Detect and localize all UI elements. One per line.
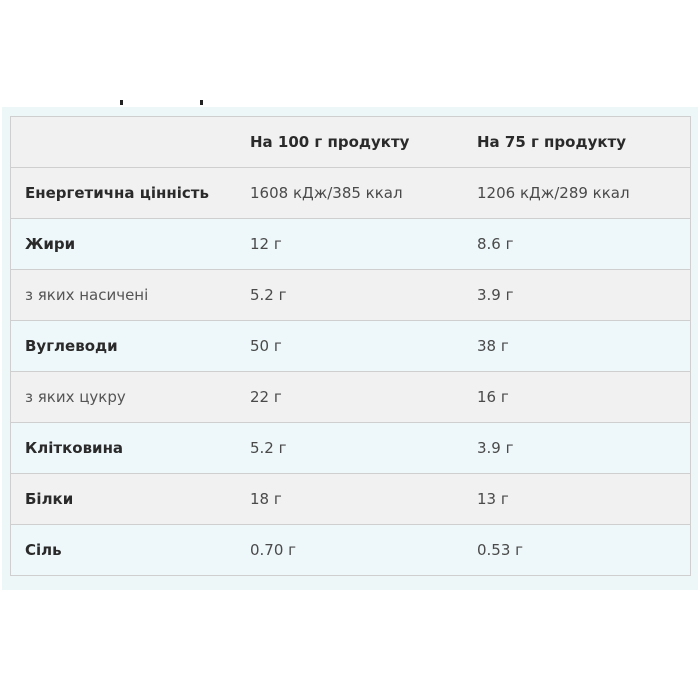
row-label: Жири (10, 218, 250, 270)
row-value-per-100g: 22 г (250, 371, 477, 423)
row-value-per-75g: 13 г (477, 473, 691, 525)
table-row: Енергетична цінність 1608 кДж/385 ккал 120… (10, 167, 691, 219)
table-row: з яких цукру 22 г 16 г (10, 371, 691, 423)
row-value-per-75g: 38 г (477, 320, 691, 372)
row-label: Енергетична цінність (10, 167, 250, 219)
header-per-75g: На 75 г продукту (477, 116, 691, 168)
table-row: Клітковина 5.2 г 3.9 г (10, 422, 691, 474)
row-value-per-75g: 1206 кДж/289 ккал (477, 167, 691, 219)
row-label: Сіль (10, 524, 250, 576)
table-row: Жири 12 г 8.6 г (10, 218, 691, 270)
row-value-per-100g: 1608 кДж/385 ккал (250, 167, 477, 219)
row-value-per-100g: 0.70 г (250, 524, 477, 576)
row-value-per-100g: 5.2 г (250, 269, 477, 321)
row-value-per-75g: 3.9 г (477, 269, 691, 321)
row-label: з яких насичені (10, 269, 250, 321)
row-value-per-100g: 50 г (250, 320, 477, 372)
header-empty (10, 116, 250, 168)
row-value-per-75g: 16 г (477, 371, 691, 423)
table-row: Білки 18 г 13 г (10, 473, 691, 525)
row-label: Білки (10, 473, 250, 525)
nutrition-table: На 100 г продукту На 75 г продукту Енерг… (10, 116, 691, 576)
table-header-row: На 100 г продукту На 75 г продукту (10, 116, 691, 168)
row-label: з яких цукру (10, 371, 250, 423)
row-value-per-75g: 3.9 г (477, 422, 691, 474)
table-row: Сіль 0.70 г 0.53 г (10, 524, 691, 576)
header-per-100g: На 100 г продукту (250, 116, 477, 168)
table-row: Вуглеводи 50 г 38 г (10, 320, 691, 372)
row-value-per-100g: 5.2 г (250, 422, 477, 474)
row-value-per-100g: 12 г (250, 218, 477, 270)
row-label: Клітковина (10, 422, 250, 474)
clipped-heading (0, 100, 700, 107)
table-row: з яких насичені 5.2 г 3.9 г (10, 269, 691, 321)
row-label: Вуглеводи (10, 320, 250, 372)
row-value-per-75g: 0.53 г (477, 524, 691, 576)
row-value-per-100g: 18 г (250, 473, 477, 525)
row-value-per-75g: 8.6 г (477, 218, 691, 270)
